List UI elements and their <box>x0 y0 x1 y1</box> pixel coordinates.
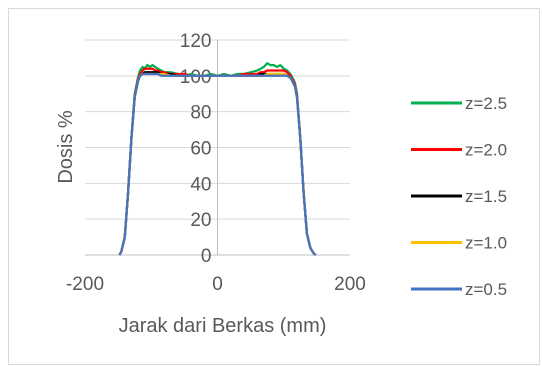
x-tick-label-1: 0 <box>212 274 223 295</box>
legend-label-0: z=2.5 <box>465 94 507 113</box>
y-tick-label-5: 100 <box>180 67 212 88</box>
y-tick-label-4: 80 <box>190 103 211 124</box>
x-tick-label-0: -200 <box>66 274 104 295</box>
legend-label-1: z=2.0 <box>465 141 507 160</box>
y-tick-label-0: 0 <box>201 246 212 267</box>
legend-label-4: z=0.5 <box>465 280 507 299</box>
chart-frame <box>8 8 540 365</box>
x-axis-title: Jarak dari Berkas (mm) <box>119 315 327 337</box>
y-tick-label-1: 20 <box>190 210 211 231</box>
y-tick-label-2: 40 <box>190 174 211 195</box>
legend-label-3: z=1.0 <box>465 234 507 253</box>
legend-label-2: z=1.5 <box>465 187 507 206</box>
y-axis-title: Dosis % <box>55 110 77 184</box>
series-line-4 <box>118 72 317 256</box>
y-tick-label-6: 120 <box>180 31 212 52</box>
x-tick-label-2: 200 <box>334 274 366 295</box>
y-tick-label-3: 60 <box>190 139 211 160</box>
